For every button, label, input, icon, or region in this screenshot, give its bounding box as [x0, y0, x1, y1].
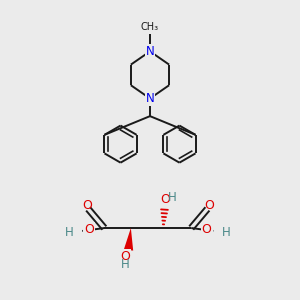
Text: O: O: [160, 193, 170, 206]
Text: H: H: [168, 190, 176, 204]
Text: N: N: [146, 45, 154, 58]
Text: H: H: [121, 258, 130, 271]
Text: N: N: [146, 92, 154, 105]
Polygon shape: [124, 228, 133, 250]
Text: O: O: [121, 250, 130, 263]
Text: O: O: [84, 223, 94, 236]
Text: H: H: [65, 226, 74, 239]
Text: O: O: [202, 223, 212, 236]
Text: H: H: [221, 226, 230, 239]
Text: CH₃: CH₃: [141, 22, 159, 32]
Text: O: O: [82, 199, 92, 212]
Text: O: O: [204, 199, 214, 212]
